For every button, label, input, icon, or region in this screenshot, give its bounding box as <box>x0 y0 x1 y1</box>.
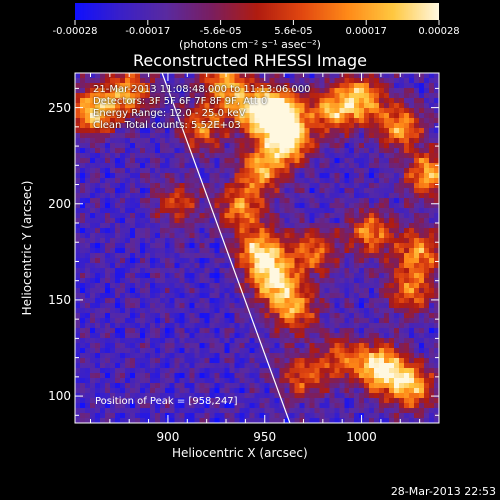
plot-overlay <box>161 73 291 423</box>
colorbar-tick-label: -0.00017 <box>125 26 171 37</box>
colorbar-units: (photons cm⁻² s⁻¹ asec⁻²) <box>179 38 321 51</box>
colorbar-tick-label: -5.6e-05 <box>199 26 242 37</box>
colorbar-tick-label: 0.00028 <box>418 26 460 37</box>
x-tick-label: 1000 <box>346 430 377 444</box>
colorbar-tick-label: -0.00028 <box>52 26 98 37</box>
colorbar-tick-label: 5.6e-05 <box>274 26 313 37</box>
info-energy-range: Energy Range: 12.0 - 25.0 keV <box>93 108 246 119</box>
y-tick-label: 150 <box>48 292 71 307</box>
colorbar-gradient <box>75 3 439 20</box>
y-tick-label: 100 <box>48 389 71 404</box>
y-axis-label: Heliocentric Y (arcsec) <box>20 180 34 316</box>
timestamp: 28-Mar-2013 22:53 <box>390 485 496 498</box>
info-total-counts: Clean Total counts: 5.52E+03 <box>93 120 241 131</box>
x-axis-label: Heliocentric X (arcsec) <box>172 446 308 460</box>
info-time-range: 21-Mar-2013 11:08:48.000 to 11:13:06.000 <box>93 84 311 95</box>
peak-position-text: Position of Peak = [958,247] <box>95 396 238 407</box>
plot-area: 21-Mar-2013 11:08:48.000 to 11:13:06.000… <box>75 73 439 423</box>
x-tick-label: 950 <box>253 430 277 444</box>
y-tick-label: 200 <box>48 196 71 211</box>
colorbar-tick-label: 0.00017 <box>345 26 387 37</box>
solar-limb-line <box>161 73 291 423</box>
colorbar-ticks <box>74 20 440 25</box>
info-detectors: Detectors: 3F 5F 6F 7F 8F 9F, Att 0 <box>93 96 268 107</box>
y-tick-label: 250 <box>48 100 71 115</box>
plot-frame <box>74 72 440 424</box>
x-tick-label: 900 <box>156 430 180 444</box>
heatmap-image <box>75 73 439 423</box>
plot-title: Reconstructed RHESSI Image <box>133 51 367 70</box>
